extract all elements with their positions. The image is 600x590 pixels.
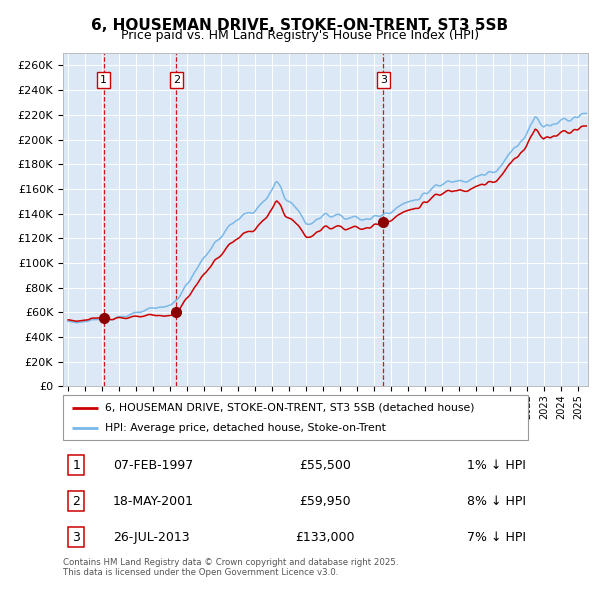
Text: 26-JUL-2013: 26-JUL-2013 (113, 530, 190, 543)
Text: £59,950: £59,950 (299, 494, 352, 507)
Text: 07-FEB-1997: 07-FEB-1997 (113, 458, 193, 471)
Text: 2: 2 (173, 76, 180, 86)
Text: 6, HOUSEMAN DRIVE, STOKE-ON-TRENT, ST3 5SB: 6, HOUSEMAN DRIVE, STOKE-ON-TRENT, ST3 5… (91, 18, 509, 32)
Text: 18-MAY-2001: 18-MAY-2001 (113, 494, 194, 507)
FancyBboxPatch shape (63, 395, 528, 440)
Text: HPI: Average price, detached house, Stoke-on-Trent: HPI: Average price, detached house, Stok… (105, 424, 386, 434)
Text: £55,500: £55,500 (299, 458, 352, 471)
Text: 1: 1 (72, 458, 80, 471)
Text: 2: 2 (72, 494, 80, 507)
Text: 1% ↓ HPI: 1% ↓ HPI (467, 458, 526, 471)
Text: 1: 1 (100, 76, 107, 86)
Text: £133,000: £133,000 (296, 530, 355, 543)
Text: 8% ↓ HPI: 8% ↓ HPI (467, 494, 526, 507)
Text: 3: 3 (380, 76, 387, 86)
Text: 7% ↓ HPI: 7% ↓ HPI (467, 530, 526, 543)
Text: Contains HM Land Registry data © Crown copyright and database right 2025.
This d: Contains HM Land Registry data © Crown c… (63, 558, 398, 577)
Text: 3: 3 (72, 530, 80, 543)
Text: Price paid vs. HM Land Registry's House Price Index (HPI): Price paid vs. HM Land Registry's House … (121, 30, 479, 42)
Text: 6, HOUSEMAN DRIVE, STOKE-ON-TRENT, ST3 5SB (detached house): 6, HOUSEMAN DRIVE, STOKE-ON-TRENT, ST3 5… (105, 403, 475, 412)
